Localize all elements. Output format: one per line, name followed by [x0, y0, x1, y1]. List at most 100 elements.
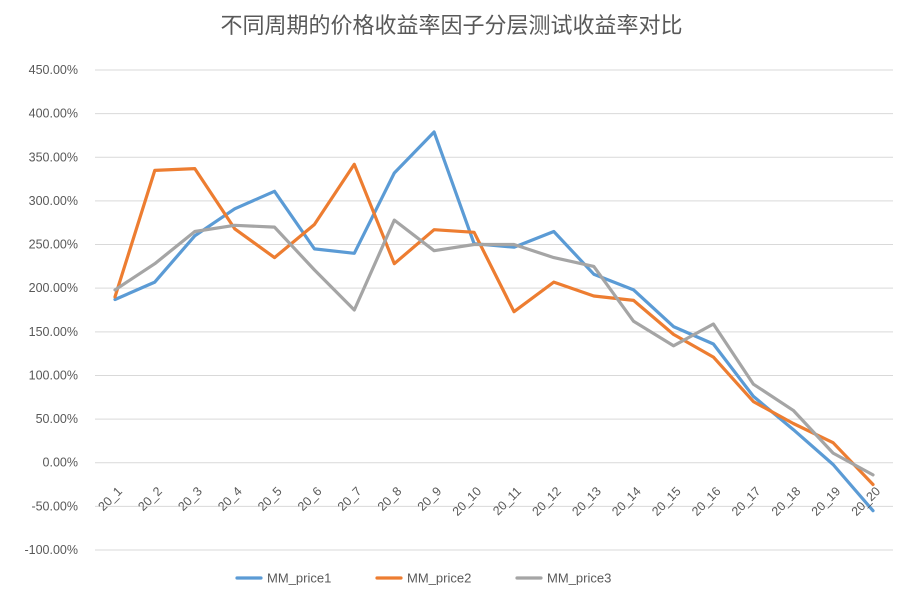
- data-point: [233, 224, 236, 227]
- data-point: [313, 247, 316, 251]
- data-point: [712, 322, 715, 326]
- data-point: [233, 207, 236, 210]
- series-lines: [113, 130, 875, 513]
- data-point: [592, 265, 595, 268]
- data-point: [153, 280, 157, 284]
- data-point: [512, 310, 516, 313]
- y-tick-label: 100.00%: [29, 368, 78, 382]
- x-tick-label: 20_15: [649, 484, 684, 519]
- x-tick-label: 20_11: [490, 484, 524, 518]
- data-point: [193, 167, 196, 170]
- x-tick-label: 20_4: [215, 484, 245, 514]
- x-tick-label: 20_3: [175, 484, 205, 514]
- y-tick-label: 450.00%: [29, 63, 78, 77]
- data-point: [113, 288, 117, 292]
- data-point: [432, 130, 436, 134]
- x-tick-label: 20_19: [809, 484, 844, 519]
- data-point: [313, 223, 316, 226]
- data-point: [273, 256, 276, 259]
- data-point: [871, 483, 875, 486]
- data-point: [193, 230, 196, 233]
- data-point: [871, 473, 875, 477]
- series-line-MM_price1: [113, 130, 875, 513]
- x-tick-label: 20_16: [689, 484, 724, 519]
- data-point: [712, 342, 715, 346]
- legend-label: MM_price1: [267, 571, 331, 586]
- x-tick-label: 20_17: [729, 484, 764, 519]
- data-point: [752, 395, 755, 398]
- y-tick-label: 200.00%: [29, 281, 78, 295]
- data-point: [432, 228, 436, 231]
- x-tick-label: 20_12: [529, 484, 564, 519]
- data-point: [632, 288, 635, 292]
- data-point: [153, 262, 157, 265]
- data-point: [193, 234, 196, 238]
- data-point: [432, 249, 436, 252]
- x-tick-label: 20_13: [569, 484, 604, 519]
- x-tick-label: 20_5: [255, 484, 285, 514]
- data-point: [552, 280, 556, 284]
- y-tick-label: -50.00%: [31, 499, 78, 513]
- y-tick-label: 400.00%: [29, 107, 78, 121]
- y-tick-label: 350.00%: [29, 150, 78, 164]
- data-point: [353, 308, 356, 312]
- y-tick-label: 50.00%: [36, 412, 78, 426]
- y-tick-label: -100.00%: [24, 543, 78, 557]
- data-point: [472, 231, 476, 234]
- legend-label: MM_price2: [407, 571, 471, 586]
- data-point: [393, 171, 396, 175]
- data-point: [233, 227, 236, 231]
- legend: MM_price1 MM_price2 MM_price3: [235, 571, 611, 586]
- data-point: [273, 190, 276, 193]
- data-point: [592, 273, 595, 276]
- x-tick-label: 20_2: [135, 484, 165, 514]
- data-point: [353, 252, 356, 255]
- data-point: [672, 325, 675, 328]
- data-point: [113, 295, 117, 299]
- y-tick-label: 0.00%: [43, 456, 78, 470]
- x-tick-label: 20_18: [769, 484, 804, 519]
- data-point: [552, 256, 556, 259]
- legend-label: MM_price3: [547, 571, 611, 586]
- x-tick-label: 20_6: [295, 484, 325, 514]
- data-point: [512, 245, 516, 249]
- series-line-MM_price2: [113, 162, 875, 487]
- data-point: [672, 333, 675, 336]
- x-tick-label: 20_9: [415, 484, 445, 514]
- data-point: [632, 299, 635, 302]
- x-tick-label: 20_8: [375, 484, 405, 514]
- data-point: [552, 230, 556, 233]
- data-point: [472, 243, 476, 246]
- y-axis-ticks: 450.00% 400.00% 350.00% 300.00% 250.00% 200.0…: [24, 63, 78, 557]
- data-point: [792, 409, 795, 412]
- data-point: [831, 441, 835, 444]
- x-tick-label: 20_1: [96, 484, 126, 514]
- data-point: [512, 243, 516, 246]
- data-point: [393, 218, 396, 222]
- data-point: [792, 422, 795, 425]
- data-point: [592, 294, 595, 298]
- data-point: [353, 163, 356, 166]
- chart-title: 不同周期的价格收益率因子分层测试收益率对比: [220, 14, 683, 39]
- data-point: [632, 320, 635, 323]
- x-tick-label: 20_7: [335, 484, 365, 514]
- x-axis-ticks: 20_1 20_2 20_3 20_4 20_5 20_6 20_7 20_8 20_9 20_1…: [96, 484, 884, 519]
- data-point: [712, 355, 715, 359]
- y-tick-label: 250.00%: [29, 238, 78, 252]
- data-point: [831, 451, 835, 455]
- data-point: [871, 509, 875, 512]
- x-tick-label: 20_14: [609, 484, 644, 519]
- series-line-MM_price3: [113, 218, 875, 477]
- data-point: [153, 169, 157, 172]
- data-point: [752, 382, 755, 386]
- data-point: [273, 225, 276, 229]
- data-point: [393, 262, 396, 265]
- y-tick-label: 300.00%: [29, 194, 78, 208]
- gridlines: [95, 69, 893, 551]
- x-tick-label: 20_10: [450, 484, 485, 519]
- y-tick-label: 150.00%: [29, 325, 78, 339]
- data-point: [672, 344, 675, 347]
- data-point: [792, 428, 795, 431]
